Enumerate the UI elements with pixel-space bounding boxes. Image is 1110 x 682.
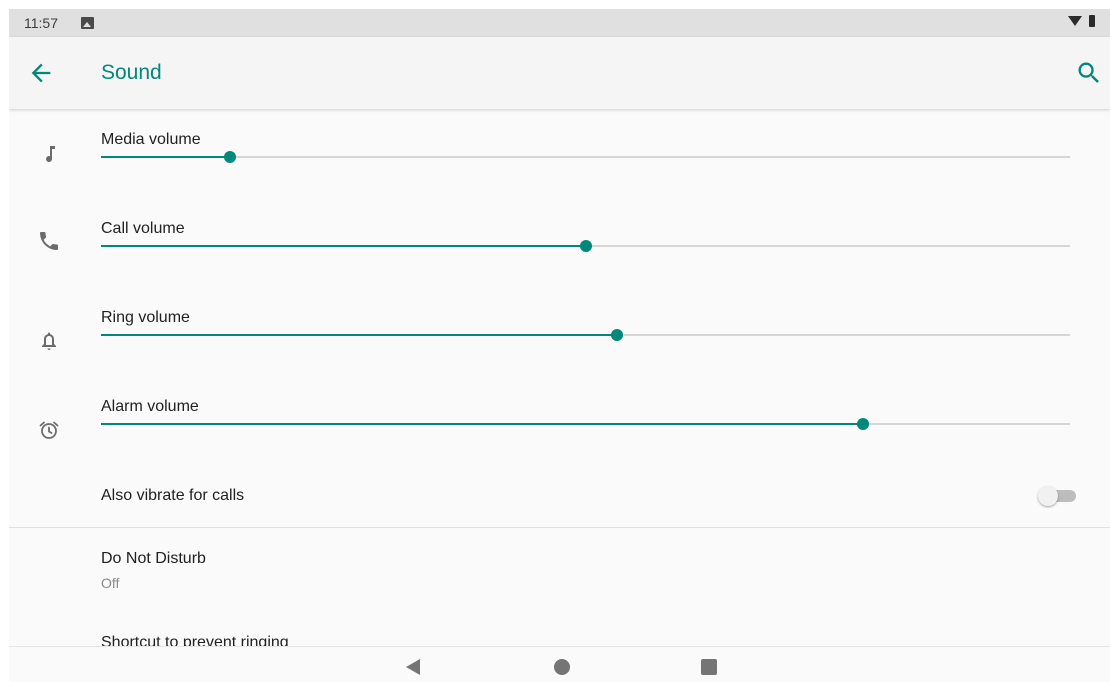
slider-thumb[interactable] [223,151,236,163]
search-icon [1078,62,1099,83]
section-divider [9,527,1110,528]
call-volume-slider[interactable] [101,236,1070,256]
page-title: Sound [101,61,162,84]
slider-fill [101,423,863,425]
phone-icon [37,229,61,253]
slider-fill [101,156,230,158]
ring-volume-slider[interactable] [101,325,1070,345]
status-bar: 11:57 [9,9,1110,37]
vibrate-for-calls-row[interactable]: Also vibrate for calls [9,464,1110,528]
vibrate-for-calls-switch[interactable] [1038,486,1078,506]
shortcut-prevent-ringing-title: Shortcut to prevent ringing [101,634,289,646]
arrow-back-icon [31,63,51,83]
navigation-bar [9,646,1110,682]
music-note-icon [37,141,61,165]
nav-recents-icon[interactable] [701,659,717,675]
status-time: 11:57 [24,15,58,31]
alarm-volume-slider[interactable] [101,414,1070,434]
slider-thumb[interactable] [611,329,624,341]
do-not-disturb-title: Do Not Disturb [101,550,206,567]
image-icon [81,17,94,29]
nav-back-icon[interactable] [406,659,420,675]
shortcut-prevent-ringing-row[interactable]: Shortcut to prevent ringing [9,608,1110,646]
alarm-volume-row: Alarm volume [9,376,1110,465]
sound-settings-screen: 11:57 Sound Media volume [9,9,1110,682]
media-volume-slider[interactable] [101,147,1070,167]
vibrate-for-calls-label: Also vibrate for calls [101,487,245,504]
do-not-disturb-summary: Off [101,575,120,591]
back-button[interactable] [27,59,55,87]
slider-thumb[interactable] [856,418,869,430]
media-volume-row: Media volume [9,109,1110,198]
battery-icon [1089,15,1095,27]
slider-thumb[interactable] [579,240,592,252]
call-volume-label: Call volume [101,220,185,237]
slider-track [101,156,1070,158]
ring-volume-row: Ring volume [9,287,1110,376]
switch-thumb [1038,486,1058,506]
media-volume-label: Media volume [101,131,201,148]
call-volume-row: Call volume [9,198,1110,287]
app-bar: Sound [9,37,1110,109]
do-not-disturb-row[interactable]: Do Not Disturb Off [9,528,1110,608]
bell-icon [37,329,61,353]
wifi-icon [1068,16,1082,26]
settings-list: Media volume Call volume [9,109,1110,646]
ring-volume-label: Ring volume [101,309,190,326]
slider-fill [101,334,618,336]
slider-fill [101,245,586,247]
search-button[interactable] [1075,59,1103,87]
alarm-volume-label: Alarm volume [101,398,199,415]
nav-home-icon[interactable] [554,659,570,675]
alarm-clock-icon [37,418,61,442]
